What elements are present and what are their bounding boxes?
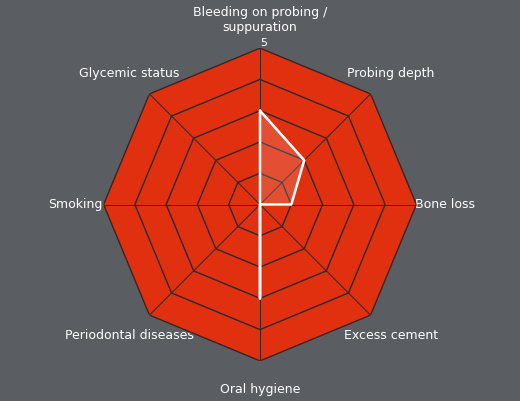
Polygon shape xyxy=(229,173,291,236)
Polygon shape xyxy=(260,111,304,298)
Polygon shape xyxy=(103,48,417,361)
Polygon shape xyxy=(166,111,354,298)
Polygon shape xyxy=(135,79,385,330)
Polygon shape xyxy=(198,142,322,267)
